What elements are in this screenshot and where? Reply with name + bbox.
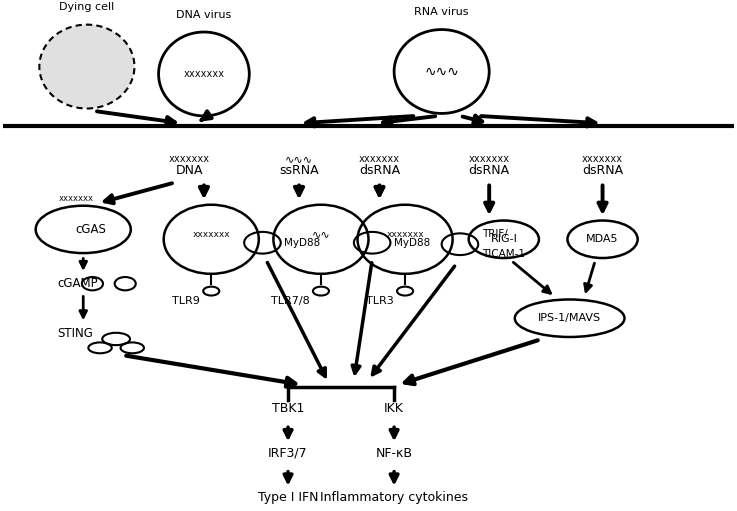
Text: xxxxxxx: xxxxxxx (582, 154, 623, 165)
Text: dsRNA: dsRNA (582, 164, 623, 177)
Text: xxxxxxx: xxxxxxx (58, 194, 94, 203)
Ellipse shape (39, 25, 134, 108)
Text: xxxxxxx: xxxxxxx (169, 154, 210, 165)
Text: ∿∿∿: ∿∿∿ (285, 154, 313, 165)
Text: ∿∿: ∿∿ (312, 229, 330, 239)
Text: TRIF/: TRIF/ (482, 229, 508, 239)
Text: xxxxxxx: xxxxxxx (386, 230, 424, 239)
Text: xxxxxxx: xxxxxxx (192, 230, 230, 239)
Text: IKK: IKK (384, 402, 404, 415)
Text: STING: STING (57, 327, 94, 339)
Text: xxxxxxx: xxxxxxx (359, 154, 400, 165)
Text: RIG-I: RIG-I (490, 234, 517, 244)
Text: dsRNA: dsRNA (359, 164, 400, 177)
Text: TBK1: TBK1 (272, 402, 304, 415)
Text: Dying cell: Dying cell (59, 2, 114, 12)
Text: DNA virus: DNA virus (176, 10, 231, 20)
Text: DNA: DNA (175, 164, 203, 177)
Text: TICAM-1: TICAM-1 (482, 249, 525, 259)
Text: RNA virus: RNA virus (414, 7, 469, 17)
Text: NF-κB: NF-κB (376, 447, 413, 459)
Text: MyD88: MyD88 (394, 238, 430, 248)
Text: TLR3: TLR3 (366, 296, 394, 306)
Text: Type I IFN: Type I IFN (258, 491, 318, 504)
Text: IPS-1/MAVS: IPS-1/MAVS (538, 313, 601, 323)
Text: dsRNA: dsRNA (469, 164, 510, 177)
Text: xxxxxxx: xxxxxxx (469, 154, 510, 165)
Text: TLR7/8: TLR7/8 (271, 296, 310, 306)
Text: Inflammatory cytokines: Inflammatory cytokines (320, 491, 468, 504)
Text: cGAMP: cGAMP (57, 277, 98, 290)
Text: xxxxxxx: xxxxxxx (184, 69, 225, 79)
Text: ∿∿∿: ∿∿∿ (425, 64, 459, 79)
Text: cGAS: cGAS (75, 223, 106, 236)
Text: TLR9: TLR9 (172, 296, 200, 306)
Text: MDA5: MDA5 (587, 234, 619, 244)
Text: IRF3/7: IRF3/7 (268, 447, 308, 459)
Text: MyD88: MyD88 (284, 238, 321, 248)
Text: ssRNA: ssRNA (279, 164, 319, 177)
